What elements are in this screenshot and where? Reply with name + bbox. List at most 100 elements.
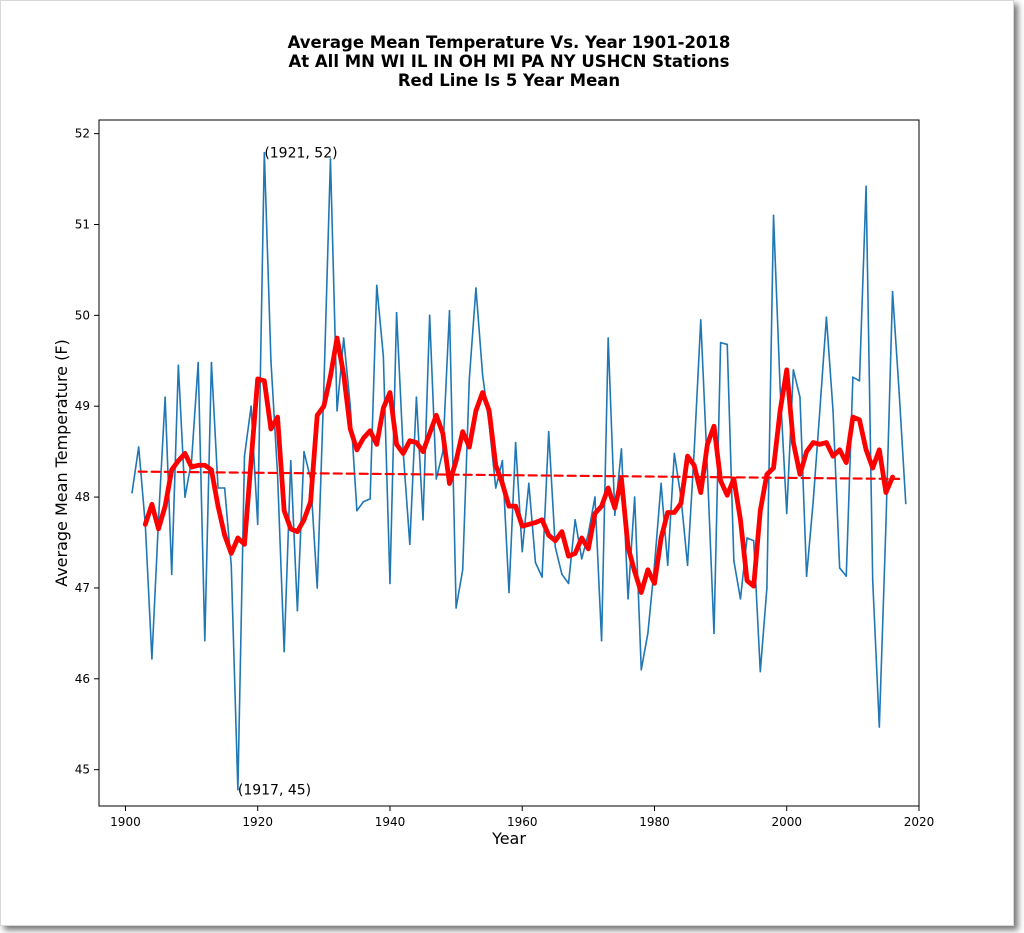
five-year-mean-point xyxy=(539,517,545,522)
annual-series-point xyxy=(647,632,649,635)
annual-series-point xyxy=(428,314,431,317)
five-year-mean-point xyxy=(176,458,181,463)
annual-series-point xyxy=(283,650,285,653)
annual-series-point xyxy=(369,498,371,500)
annual-series-point xyxy=(329,158,332,160)
annual-series-point xyxy=(137,446,140,448)
annual-series-point xyxy=(633,496,636,498)
five-year-mean-point xyxy=(440,431,446,436)
five-year-mean-point xyxy=(738,517,743,522)
trend-line xyxy=(137,470,901,480)
five-year-mean-point xyxy=(599,503,604,509)
annual-series-point xyxy=(785,512,788,515)
annual-series-point xyxy=(131,491,133,494)
five-year-mean-point xyxy=(295,529,300,534)
annual-series-point xyxy=(494,487,497,489)
five-year-mean-point xyxy=(301,517,307,522)
x-tick-label: 1980 xyxy=(639,815,670,829)
annual-series-point xyxy=(799,396,801,398)
annual-series-points xyxy=(131,151,907,791)
annual-series-point xyxy=(210,361,213,364)
five-year-mean-point xyxy=(328,374,333,379)
five-year-mean-point xyxy=(771,465,776,471)
annual-series-point xyxy=(660,482,662,485)
annual-series-point xyxy=(263,151,266,154)
five-year-mean-point xyxy=(341,372,346,377)
five-year-mean-point xyxy=(209,467,214,473)
five-year-mean-point xyxy=(262,378,267,383)
annual-series-point xyxy=(600,639,603,642)
x-tick-label: 1900 xyxy=(110,815,141,829)
annual-series-point xyxy=(792,369,795,371)
annual-series-point xyxy=(719,341,722,344)
five-year-mean-point xyxy=(189,464,194,470)
five-year-mean-point xyxy=(473,408,479,413)
five-year-mean-point xyxy=(810,440,816,445)
five-year-mean-point xyxy=(863,447,869,453)
x-tick-label: 1940 xyxy=(375,815,406,829)
five-year-mean-point xyxy=(685,453,690,459)
five-year-mean-point xyxy=(354,447,360,453)
annual-series-point xyxy=(521,550,524,553)
chart-title-line-2: At All MN WI IL IN OH MI PA NY USHCN Sta… xyxy=(289,52,730,71)
five-year-mean-point xyxy=(791,440,796,445)
five-year-mean-point xyxy=(520,523,525,529)
annual-series-point xyxy=(296,609,299,612)
plot-frame xyxy=(98,119,920,807)
annual-series-point xyxy=(323,387,325,389)
five-year-mean-point xyxy=(381,405,386,411)
five-year-mean-point xyxy=(275,414,280,420)
annual-series-point xyxy=(276,473,279,476)
annual-series-point xyxy=(461,568,464,571)
annual-series-point xyxy=(607,337,609,339)
annual-series-point xyxy=(164,396,166,398)
five-year-mean-point xyxy=(143,522,148,527)
annual-series-point xyxy=(316,587,319,589)
five-year-mean-point xyxy=(870,465,875,471)
annual-series-point xyxy=(256,523,259,526)
annual-series-point xyxy=(832,409,834,412)
five-year-mean-point xyxy=(672,510,677,515)
annual-series-point xyxy=(898,391,900,394)
five-year-mean-point xyxy=(705,442,710,447)
five-year-mean-point xyxy=(605,485,611,491)
five-year-mean-point xyxy=(579,535,584,541)
five-year-mean-point xyxy=(486,408,492,413)
annual-series-point xyxy=(620,448,623,450)
annual-series-point xyxy=(713,632,715,635)
y-tick-label: 52 xyxy=(75,127,90,141)
annual-series-point xyxy=(838,567,841,569)
annual-series-point xyxy=(230,564,233,567)
five-year-mean-point xyxy=(281,508,287,513)
five-year-mean-point xyxy=(665,510,670,515)
five-year-mean-point xyxy=(857,417,862,423)
x-axis-label: Year xyxy=(491,829,526,848)
annual-series-point xyxy=(448,310,451,312)
five-year-mean-point xyxy=(619,476,624,482)
five-year-mean-point xyxy=(394,442,399,447)
five-year-mean-point xyxy=(255,376,260,382)
five-year-mean-point xyxy=(268,426,274,432)
annual-series-point xyxy=(766,587,768,589)
annual-series-point xyxy=(580,558,583,560)
five-year-mean-point xyxy=(691,463,697,468)
annual-series-point xyxy=(693,450,695,453)
five-year-mean-point xyxy=(242,542,247,547)
five-year-mean-point xyxy=(612,505,618,511)
five-year-mean-point xyxy=(844,460,849,465)
annual-series-point xyxy=(389,582,391,585)
annual-series-point xyxy=(528,482,530,485)
annual-series-point xyxy=(342,337,345,339)
five-year-mean-point xyxy=(162,503,168,509)
five-year-mean-point xyxy=(288,526,293,532)
five-year-mean-point xyxy=(546,533,551,538)
five-year-mean-point xyxy=(559,529,565,534)
five-year-mean-point xyxy=(678,501,684,506)
five-year-mean-point xyxy=(824,440,829,445)
five-year-mean-point xyxy=(731,476,737,482)
five-year-mean-point xyxy=(480,390,485,395)
five-year-mean-point xyxy=(744,578,750,583)
annual-series-point xyxy=(375,284,378,287)
annual-series-point xyxy=(852,376,854,378)
